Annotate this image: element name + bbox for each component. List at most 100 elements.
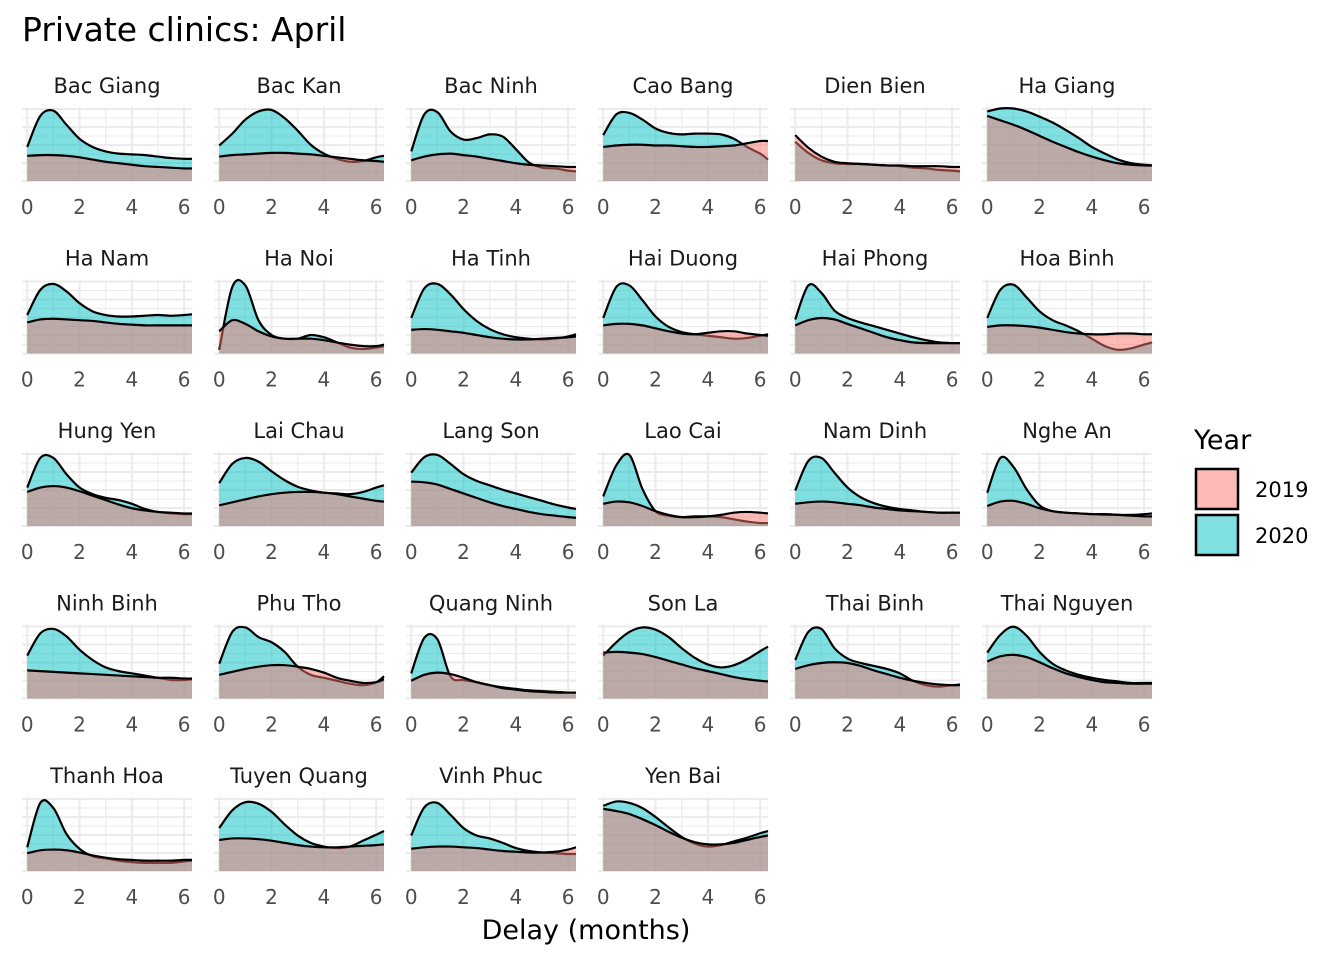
facet-ha-nam: Ha Nam 0 2 4 6	[21, 247, 193, 392]
x-tick-label: 2	[73, 540, 86, 564]
x-tick-label: 0	[21, 713, 34, 737]
density-area-2019	[219, 665, 384, 699]
facet-label: Thanh Hoa	[49, 764, 164, 788]
facet-label: Nam Dinh	[823, 419, 927, 443]
density-area-2019	[27, 486, 193, 526]
x-tick-label: 0	[405, 368, 418, 392]
facet-ha-tinh: Ha Tinh 0 2 4 6	[405, 247, 577, 392]
x-tick-label: 6	[754, 885, 767, 909]
x-tick-label: 6	[946, 713, 959, 737]
density-line-2019	[26, 848, 193, 862]
density-line-2019	[603, 500, 769, 519]
x-tick-label: 0	[789, 195, 802, 219]
x-tick-label: 0	[789, 368, 802, 392]
x-tick-label: 6	[562, 885, 575, 909]
density-area-2019	[27, 849, 193, 871]
density-line-2020	[986, 107, 1153, 167]
density-area-2019	[987, 115, 1152, 181]
x-tick-label: 4	[1085, 713, 1098, 737]
x-tick-label: 0	[597, 368, 610, 392]
x-tick-label: 4	[125, 540, 138, 564]
x-tick-label: 0	[21, 368, 34, 392]
x-tick-label: 2	[457, 368, 470, 392]
x-tick-label: 4	[701, 540, 714, 564]
x-tick-label: 4	[1085, 540, 1098, 564]
legend-label-2019: 2019	[1255, 478, 1308, 502]
facet-label: Lao Cai	[644, 419, 721, 443]
legend-title: Year	[1193, 425, 1252, 456]
density-line-2019	[218, 318, 385, 348]
facet-label: Ninh Binh	[56, 592, 158, 616]
facet-label: Thai Binh	[825, 592, 924, 616]
density-line-2019	[603, 807, 769, 846]
chart-title: Private clinics: April	[22, 10, 346, 49]
x-tick-label: 4	[893, 195, 906, 219]
facet-label: Ha Giang	[1019, 74, 1116, 98]
facet-label: Ha Noi	[264, 247, 334, 271]
x-tick-label: 4	[701, 195, 714, 219]
x-tick-label: 4	[1085, 368, 1098, 392]
facet-phu-tho: Phu Tho 0 2 4 6	[213, 592, 385, 737]
facet-vinh-phuc: Vinh Phuc 0 2 4 6	[405, 764, 577, 909]
density-line-2019	[986, 653, 1152, 685]
x-tick-label: 0	[213, 368, 226, 392]
x-tick-label: 4	[317, 195, 330, 219]
x-tick-label: 0	[789, 713, 802, 737]
x-tick-label: 4	[509, 540, 522, 564]
facet-label: Son La	[648, 592, 719, 616]
x-tick-label: 0	[405, 885, 418, 909]
facet-label: Bac Ninh	[444, 74, 538, 98]
x-tick-label: 4	[701, 885, 714, 909]
facet-label: Thai Nguyen	[1000, 592, 1134, 616]
density-area-2019	[219, 319, 384, 354]
facet-label: Dien Bien	[824, 74, 925, 98]
x-tick-label: 2	[649, 540, 662, 564]
x-tick-label: 4	[509, 713, 522, 737]
facet-label: Ha Tinh	[451, 247, 531, 271]
facet-label: Nghe An	[1022, 419, 1112, 443]
facet-hung-yen: Hung Yen 0 2 4 6	[21, 419, 193, 564]
density-area-2019	[987, 325, 1152, 354]
x-tick-label: 0	[981, 713, 994, 737]
x-tick-label: 2	[649, 368, 662, 392]
density-line-2019	[27, 153, 193, 170]
density-area-2019	[987, 654, 1152, 699]
x-tick-label: 6	[178, 195, 191, 219]
x-tick-label: 0	[213, 195, 226, 219]
density-line-2019	[26, 484, 193, 515]
facet-hai-duong: Hai Duong 0 2 4 6	[597, 247, 769, 392]
facet-quang-ninh: Quang Ninh 0 2 4 6	[405, 592, 577, 737]
density-line-2019	[26, 317, 192, 327]
facet-label: Ha Nam	[65, 247, 149, 271]
facet-label: Lai Chau	[253, 419, 344, 443]
x-tick-label: 6	[178, 368, 191, 392]
density-area-2019	[219, 152, 384, 181]
facet-label: Yen Bai	[644, 764, 721, 788]
density-area-2019	[219, 491, 384, 526]
x-tick-label: 0	[213, 713, 226, 737]
x-tick-label: 6	[754, 540, 767, 564]
x-tick-label: 6	[370, 540, 383, 564]
density-area-2019	[795, 501, 960, 526]
x-tick-label: 2	[457, 195, 470, 219]
x-tick-label: 6	[370, 368, 383, 392]
x-tick-label: 2	[841, 195, 854, 219]
facet-label: Vinh Phuc	[439, 764, 543, 788]
facet-ninh-binh: Ninh Binh 0 2 4 6	[21, 592, 193, 737]
legend-swatch-2019	[1194, 467, 1240, 511]
density-line-2019	[218, 490, 385, 507]
x-tick-label: 0	[21, 885, 34, 909]
density-line-2019	[987, 324, 1153, 336]
density-line-2019	[410, 671, 576, 694]
density-area-2019	[795, 135, 960, 181]
x-tick-label: 6	[178, 885, 191, 909]
facet-tuyen-quang: Tuyen Quang 0 2 4 6	[213, 764, 385, 909]
x-tick-label: 6	[1138, 368, 1151, 392]
x-tick-label: 2	[265, 885, 278, 909]
x-tick-label: 4	[317, 713, 330, 737]
facet-label: Bac Giang	[53, 74, 160, 98]
facet-thanh-hoa: Thanh Hoa 0 2 4 6	[21, 764, 193, 909]
x-tick-label: 2	[1033, 713, 1046, 737]
x-tick-label: 0	[597, 195, 610, 219]
density-line-2019	[794, 316, 960, 345]
